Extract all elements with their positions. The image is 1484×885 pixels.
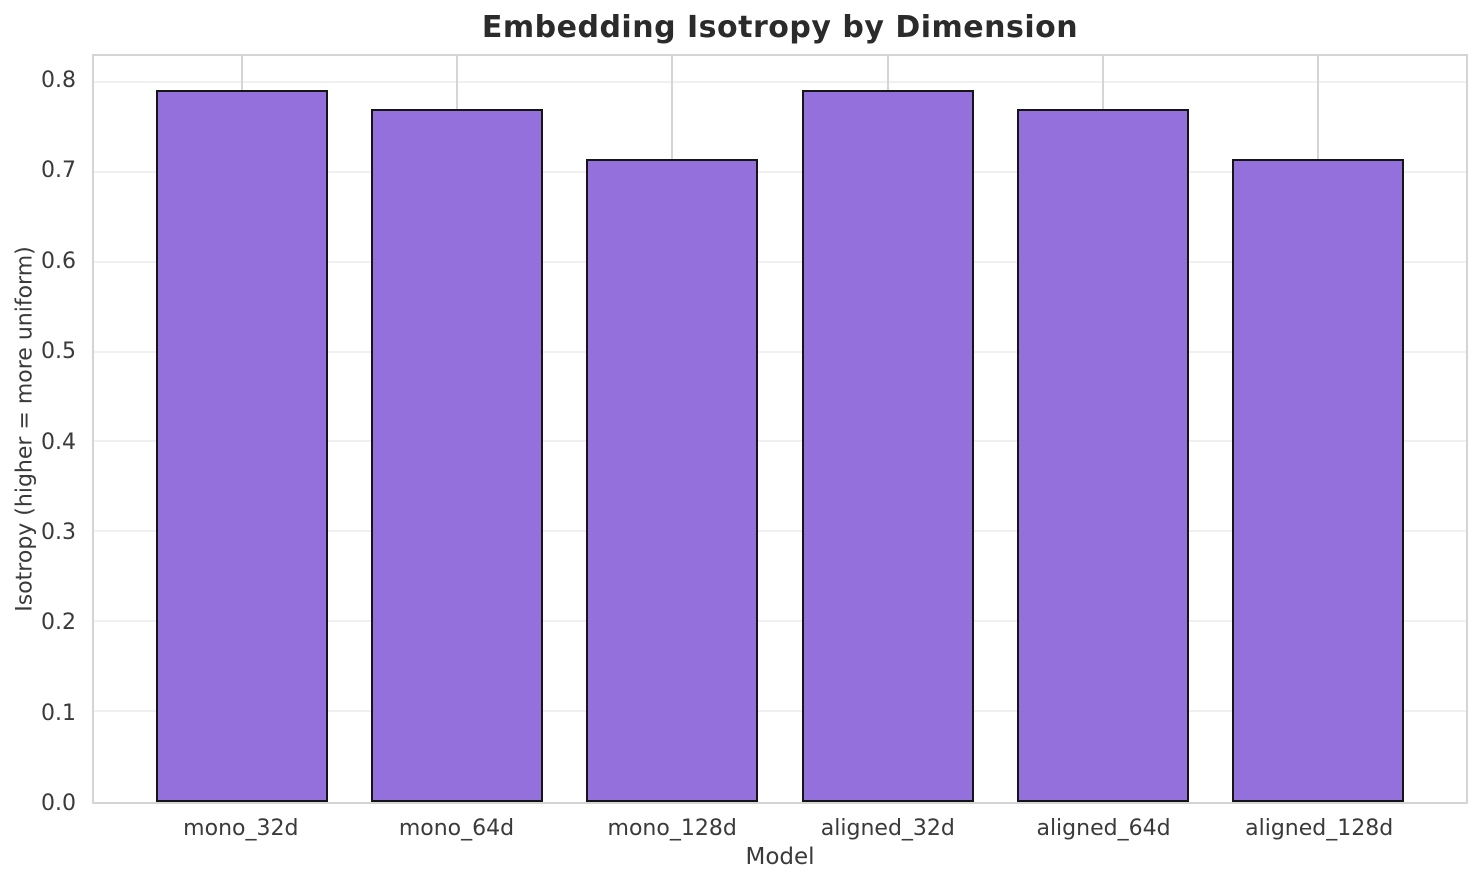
gridline-h	[94, 350, 1466, 353]
gridline-h	[94, 80, 1466, 83]
bar-mono_32d	[156, 90, 329, 802]
y-tick-label: 0.0	[41, 791, 76, 816]
y-tick-label: 0.6	[41, 248, 76, 274]
gridline-h	[94, 170, 1466, 173]
y-tick-label: 0.3	[41, 519, 76, 545]
x-tick-label: mono_128d	[607, 816, 737, 841]
gridline-h	[94, 260, 1466, 263]
bar-aligned_128d	[1231, 159, 1404, 802]
gridline-h	[94, 620, 1466, 623]
x-tick-label: mono_64d	[398, 816, 515, 841]
x-tick-label: aligned_128d	[1245, 816, 1394, 841]
y-tick-label: 0.7	[41, 158, 76, 184]
x-tick-label: mono_32d	[183, 816, 299, 841]
bar-mono_64d	[371, 109, 544, 802]
chart-title: Embedding Isotropy by Dimension	[481, 10, 1079, 45]
y-tick-label: 0.1	[41, 700, 76, 726]
y-tick-label: 0.5	[41, 339, 76, 365]
bar-mono_128d	[586, 159, 759, 802]
gridline-h	[94, 530, 1466, 533]
bar-aligned_64d	[1016, 109, 1189, 802]
bar-aligned_32d	[801, 90, 974, 802]
y-tick-label: 0.8	[41, 68, 76, 94]
y-tick-label: 0.2	[41, 610, 76, 636]
x-tick-label: aligned_64d	[1036, 816, 1171, 841]
x-tick-label: aligned_32d	[820, 816, 955, 841]
y-tick-label: 0.4	[41, 429, 76, 455]
plot-area	[92, 54, 1468, 804]
gridline-h	[94, 710, 1466, 713]
gridline-h	[94, 440, 1466, 443]
x-axis-label: Model	[745, 844, 815, 870]
